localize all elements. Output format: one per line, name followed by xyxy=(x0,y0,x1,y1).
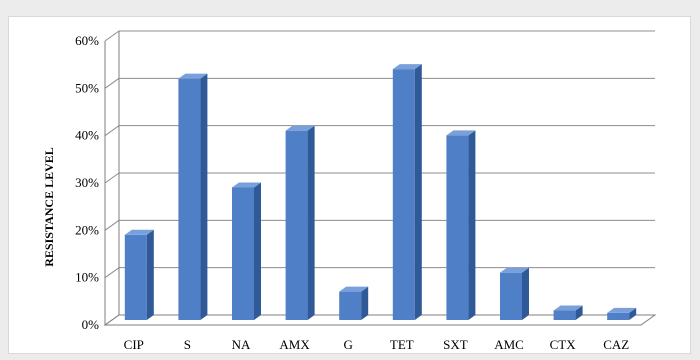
axes xyxy=(103,31,657,326)
bar xyxy=(232,182,261,320)
bar-side xyxy=(254,182,261,320)
y-tick-label: 10% xyxy=(75,270,99,285)
bar xyxy=(446,130,476,320)
bar-front xyxy=(392,69,415,320)
bar xyxy=(607,307,637,320)
gridline-depth xyxy=(104,172,120,184)
bar-side xyxy=(200,73,208,320)
y-tick-label: 40% xyxy=(75,128,99,143)
bar-side xyxy=(146,229,154,320)
bar-top xyxy=(446,130,476,136)
gridline-depth xyxy=(104,125,120,137)
y-tick-label: 30% xyxy=(75,175,99,190)
x-tick-label: CAZ xyxy=(603,337,629,352)
y-tick-label: 0% xyxy=(82,317,100,332)
bar-top xyxy=(553,305,583,311)
bar xyxy=(285,125,315,321)
bar xyxy=(339,286,369,320)
y-tick-label: 20% xyxy=(75,222,99,237)
gridline-depth xyxy=(104,267,120,279)
x-tick-label: G xyxy=(344,337,353,352)
bar-side xyxy=(414,64,422,320)
x-tick-label: AMC xyxy=(494,337,524,352)
bar-front xyxy=(553,310,576,320)
x-tick-label: CTX xyxy=(550,337,577,352)
x-tick-label: S xyxy=(184,337,191,352)
gridline-depth xyxy=(104,30,120,42)
bar-front xyxy=(446,135,469,320)
bar-side xyxy=(361,286,369,320)
y-tick-labels: 0% 10% 20% 30% 40% 50% 60% xyxy=(75,33,99,332)
bar-side xyxy=(522,267,529,320)
bar-front xyxy=(178,78,201,320)
x-tick-labels: CIP S NA AMX G TET SXT AMC CTX CAZ xyxy=(124,337,630,352)
gridlines xyxy=(104,30,655,326)
bar-top xyxy=(178,73,208,79)
bar-top xyxy=(232,182,261,188)
x-tick-label: TET xyxy=(390,337,414,352)
x-tick-label: AMX xyxy=(279,337,310,352)
bar xyxy=(178,73,208,320)
y-tick-label: 50% xyxy=(75,80,99,95)
gridline-depth xyxy=(104,77,120,89)
bar xyxy=(553,305,583,320)
x-tick-label: NA xyxy=(232,337,251,352)
bar-top xyxy=(500,267,529,273)
bar-front xyxy=(607,312,630,320)
bar-front xyxy=(285,130,308,320)
bar-front xyxy=(339,291,362,320)
gridline-depth xyxy=(104,219,120,231)
bar-side xyxy=(575,305,583,320)
bar-front xyxy=(124,234,147,320)
bar-side xyxy=(307,125,315,321)
y-axis-title: RESISTANCE LEVEL xyxy=(42,147,56,266)
bar-side xyxy=(629,307,637,320)
bar-top xyxy=(339,286,369,292)
bar xyxy=(392,64,422,320)
bar-front xyxy=(500,272,522,320)
chart-frame: 0% 10% 20% 30% 40% 50% 60% CIP S NA AMX G TET SXT AMC… xyxy=(8,16,691,354)
bars xyxy=(124,64,637,321)
bar-chart: 0% 10% 20% 30% 40% 50% 60% CIP S NA AMX G TET SXT AMC… xyxy=(42,30,657,352)
bar-side xyxy=(468,130,476,320)
x-tick-label: CIP xyxy=(124,337,144,352)
bar-top xyxy=(607,307,637,313)
x-tick-label: SXT xyxy=(443,337,468,352)
bar-top xyxy=(285,125,315,131)
bar-top xyxy=(392,64,422,70)
bar-front xyxy=(232,187,254,320)
bar xyxy=(500,267,529,320)
chart-floor xyxy=(103,314,657,326)
bar xyxy=(124,229,154,320)
y-tick-label: 60% xyxy=(75,33,99,48)
bar-top xyxy=(124,229,154,235)
